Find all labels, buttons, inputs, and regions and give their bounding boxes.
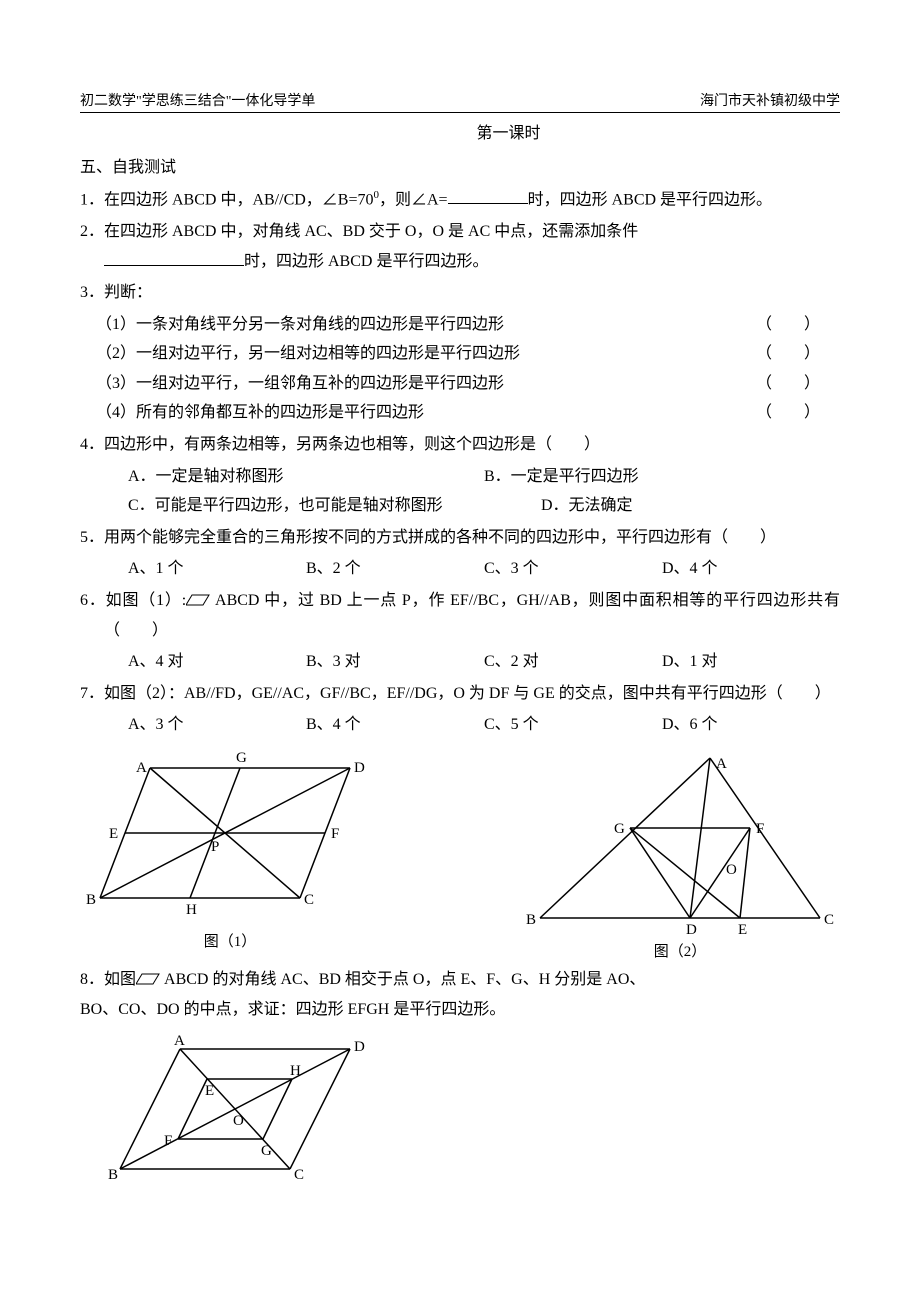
q4-opt-c: C．可能是平行四边形，也可能是轴对称图形 (128, 491, 541, 521)
q6-opt-b: B、3 对 (306, 647, 484, 677)
q3-item-1: （1）一条对角线平分另一条对角线的四边形是平行四边形 （ ） (80, 310, 840, 340)
parallelogram-icon (186, 594, 210, 606)
figure-2-wrap: A B C G F D E O 图（2） (520, 748, 840, 961)
q1-tail: 时，四边形 ABCD 是平行四边形。 (528, 191, 772, 208)
q4-opt-d: D．无法确定 (541, 491, 840, 521)
q2-tail: 时，四边形 ABCD 是平行四边形。 (244, 253, 488, 270)
svg-text:D: D (354, 760, 365, 776)
q3-item-4-text: （4）所有的邻角都互补的四边形是平行四边形 (96, 404, 424, 421)
q3-item-3-text: （3）一组对边平行，一组邻角互补的四边形是平行四边形 (96, 375, 504, 392)
question-2: 2．在四边形 ABCD 中，对角线 AC、BD 交于 O，O 是 AC 中点，还… (80, 217, 840, 276)
svg-text:E: E (738, 922, 747, 938)
svg-text:D: D (354, 1039, 365, 1055)
lesson-title: 第一课时 (177, 119, 840, 143)
q7-opt-a: A、3 个 (128, 710, 306, 740)
svg-text:H: H (186, 902, 197, 918)
q6-opt-c: C、2 对 (484, 647, 662, 677)
q3-item-3-paren: （ ） (756, 369, 820, 399)
svg-text:A: A (716, 756, 727, 772)
question-4: 4．四边形中，有两条边相等，另两条边也相等，则这个四边形是（ ） (80, 430, 840, 460)
q4-opts-row1: A．一定是轴对称图形 B．一定是平行四边形 (80, 462, 840, 492)
q7-opt-b: B、4 个 (306, 710, 484, 740)
q3-item-1-paren: （ ） (756, 310, 820, 340)
svg-text:E: E (205, 1083, 214, 1099)
svg-text:P: P (211, 839, 219, 855)
q3-item-1-text: （1）一条对角线平分另一条对角线的四边形是平行四边形 (96, 316, 504, 333)
svg-text:B: B (86, 892, 96, 908)
figure-1: A D B C G H E F P (80, 748, 380, 928)
svg-text:B: B (108, 1167, 118, 1183)
q6-post: ABCD 中，过 BD 上一点 P，作 EF//BC，GH//AB，则图中面积相… (104, 592, 840, 639)
q3-item-4-paren: （ ） (756, 398, 820, 428)
question-8: 8．如图 ABCD 的对角线 AC、BD 相交于点 O，点 E、F、G、H 分别… (80, 965, 840, 1024)
question-1: 1．在四边形 ABCD 中，AB//CD，∠B=700，则∠A=时，四边形 AB… (80, 185, 840, 215)
page: 初二数学"学思练三结合"一体化导学单 海门市天补镇初级中学 第一课时 五、自我测… (0, 0, 920, 1224)
parallelogram-icon (136, 973, 160, 985)
svg-text:O: O (233, 1113, 244, 1129)
q6-opt-a: A、4 对 (128, 647, 306, 677)
q3-item-3: （3）一组对边平行，一组邻角互补的四边形是平行四边形 （ ） (80, 369, 840, 399)
figure-1-label: 图（1） (80, 930, 380, 951)
q7-opts: A、3 个 B、4 个 C、5 个 D、6 个 (80, 710, 840, 740)
svg-text:F: F (164, 1133, 172, 1149)
q8-line2: BO、CO、DO 的中点，求证：四边形 EFGH 是平行四边形。 (80, 1001, 505, 1018)
q1-prefix: 1．在四边形 ABCD 中，AB//CD，∠B=70 (80, 191, 374, 208)
q3-item-2-paren: （ ） (756, 339, 820, 369)
q8-pre: 8．如图 (80, 971, 136, 988)
svg-text:C: C (824, 912, 834, 928)
svg-text:C: C (304, 892, 314, 908)
q5-opt-d: D、4 个 (662, 554, 840, 584)
figure-3: A D B C E H F G O (100, 1034, 380, 1184)
question-6: 6．如图（1）: ABCD 中，过 BD 上一点 P，作 EF//BC，GH//… (80, 586, 840, 645)
q1-mid: ，则∠A= (379, 191, 448, 208)
q5-opt-b: B、2 个 (306, 554, 484, 584)
q6-opt-d: D、1 对 (662, 647, 840, 677)
figure-3-wrap: A D B C E H F G O (100, 1034, 840, 1184)
svg-text:F: F (756, 821, 764, 837)
q3-item-2: （2）一组对边平行，另一组对边相等的四边形是平行四边形 （ ） (80, 339, 840, 369)
q4-opts-row2: C．可能是平行四边形，也可能是轴对称图形 D．无法确定 (80, 491, 840, 521)
svg-text:A: A (136, 760, 147, 776)
q5-opt-a: A、1 个 (128, 554, 306, 584)
figure-1-wrap: A D B C G H E F P 图（1） (80, 748, 380, 961)
svg-text:D: D (686, 922, 697, 938)
svg-text:E: E (109, 826, 118, 842)
q5-opts: A、1 个 B、2 个 C、3 个 D、4 个 (80, 554, 840, 584)
header-left: 初二数学"学思练三结合"一体化导学单 (80, 90, 315, 110)
section-title: 五、自我测试 (80, 153, 840, 177)
svg-text:A: A (174, 1034, 185, 1049)
q2-line1: 2．在四边形 ABCD 中，对角线 AC、BD 交于 O，O 是 AC 中点，还… (80, 223, 638, 240)
q4-opt-b: B．一定是平行四边形 (484, 462, 840, 492)
svg-text:G: G (236, 750, 247, 766)
svg-text:F: F (331, 826, 339, 842)
q8-post: ABCD 的对角线 AC、BD 相交于点 O，点 E、F、G、H 分别是 AO、 (160, 971, 645, 988)
header-right: 海门市天补镇初级中学 (700, 90, 840, 110)
page-header: 初二数学"学思练三结合"一体化导学单 海门市天补镇初级中学 (80, 90, 840, 113)
q7-opt-c: C、5 个 (484, 710, 662, 740)
question-7: 7．如图（2）：AB//FD，GE//AC，GF//BC，EF//DG，O 为 … (80, 679, 840, 709)
q2-blank (104, 249, 244, 266)
q3-item-4: （4）所有的邻角都互补的四边形是平行四边形 （ ） (80, 398, 840, 428)
question-5: 5．用两个能够完全重合的三角形按不同的方式拼成的各种不同的四边形中，平行四边形有… (80, 523, 840, 553)
figures-row: A D B C G H E F P 图（1） A B C G F D E O 图（2） (80, 748, 840, 961)
question-3-title: 3．判断： (80, 278, 840, 308)
svg-text:G: G (261, 1143, 272, 1159)
svg-text:O: O (726, 862, 737, 878)
q4-opt-a: A．一定是轴对称图形 (128, 462, 484, 492)
svg-text:H: H (290, 1063, 301, 1079)
figure-2: A B C G F D E O (520, 748, 840, 938)
q6-opts: A、4 对 B、3 对 C、2 对 D、1 对 (80, 647, 840, 677)
q7-opt-d: D、6 个 (662, 710, 840, 740)
figure-2-label: 图（2） (520, 940, 840, 961)
q6-pre: 6．如图（1）: (80, 592, 186, 609)
svg-text:B: B (526, 912, 536, 928)
svg-text:C: C (294, 1167, 304, 1183)
svg-text:G: G (614, 821, 625, 837)
q5-opt-c: C、3 个 (484, 554, 662, 584)
q1-blank (448, 187, 528, 204)
q3-item-2-text: （2）一组对边平行，另一组对边相等的四边形是平行四边形 (96, 345, 520, 362)
